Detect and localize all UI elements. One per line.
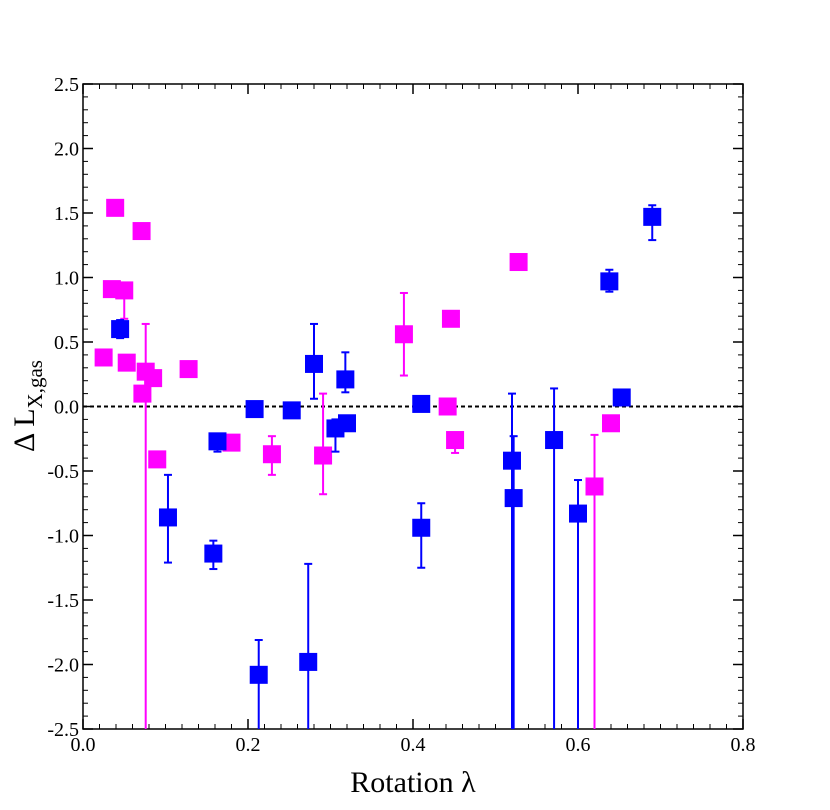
y-axis-title-main: Δ L: [8, 408, 41, 451]
y-tick-label: 1.5: [54, 203, 79, 225]
data-point: [158, 508, 177, 527]
data-point: [133, 384, 152, 403]
data-point: [282, 401, 301, 420]
data-point: [394, 325, 413, 344]
data-point: [602, 414, 620, 433]
y-tick-label: 0.0: [54, 397, 79, 419]
data-point: [438, 397, 457, 416]
data-point: [305, 354, 323, 373]
data-point: [446, 431, 465, 450]
y-tick-label: -2.0: [47, 655, 79, 677]
data-point: [600, 272, 619, 291]
data-layer: [94, 198, 662, 729]
y-tick-label: -1.0: [47, 526, 79, 548]
data-point: [314, 446, 333, 465]
data-point: [111, 320, 130, 339]
data-point: [299, 652, 318, 671]
data-point: [222, 433, 241, 452]
data-point: [412, 518, 431, 537]
x-axis-title: Rotation λ: [350, 766, 476, 799]
data-point: [262, 445, 281, 464]
y-tick-label: 2.0: [54, 139, 79, 161]
x-tick-label: 0.0: [71, 734, 96, 756]
data-point: [132, 222, 151, 241]
data-point: [412, 394, 431, 413]
y-tick-label: -1.5: [47, 590, 79, 612]
data-point: [115, 281, 134, 300]
y-tick-label: -0.5: [47, 461, 79, 483]
data-point: [612, 388, 631, 407]
data-point: [585, 477, 604, 496]
data-point: [106, 198, 125, 217]
data-point: [179, 360, 198, 379]
plot-area: 0.0 0.2 0.4 0.6 0.8 -2.5 -2.0 -1.5 -1.0 -0.5 0.0 0.…: [47, 74, 755, 756]
x-tick-label: 0.8: [731, 734, 756, 756]
data-point: [504, 489, 523, 508]
data-point: [208, 432, 227, 451]
data-point: [509, 253, 528, 272]
x-tick-label: 0.6: [566, 734, 591, 756]
x-tick-label: 0.2: [236, 734, 261, 756]
y-axis-title: Δ LX,gas: [8, 360, 47, 452]
data-point: [545, 431, 564, 450]
data-point: [569, 504, 587, 523]
data-point: [503, 451, 521, 470]
data-point: [144, 369, 163, 388]
data-point: [643, 207, 662, 226]
data-point: [441, 309, 460, 328]
data-point: [249, 665, 268, 684]
data-point: [148, 450, 167, 469]
y-axis-title-sub: X,gas: [23, 360, 47, 408]
data-point: [336, 370, 355, 389]
x-tick-label: 0.4: [401, 734, 426, 756]
y-tick-label: 0.5: [54, 332, 79, 354]
data-point: [94, 348, 113, 367]
y-tick-label: 1.0: [54, 268, 79, 290]
data-point: [338, 414, 356, 433]
y-tick-label: -2.5: [47, 719, 79, 741]
data-point: [117, 353, 136, 372]
data-point: [204, 544, 223, 563]
y-tick-label: 2.5: [54, 74, 79, 96]
data-point: [245, 400, 264, 419]
